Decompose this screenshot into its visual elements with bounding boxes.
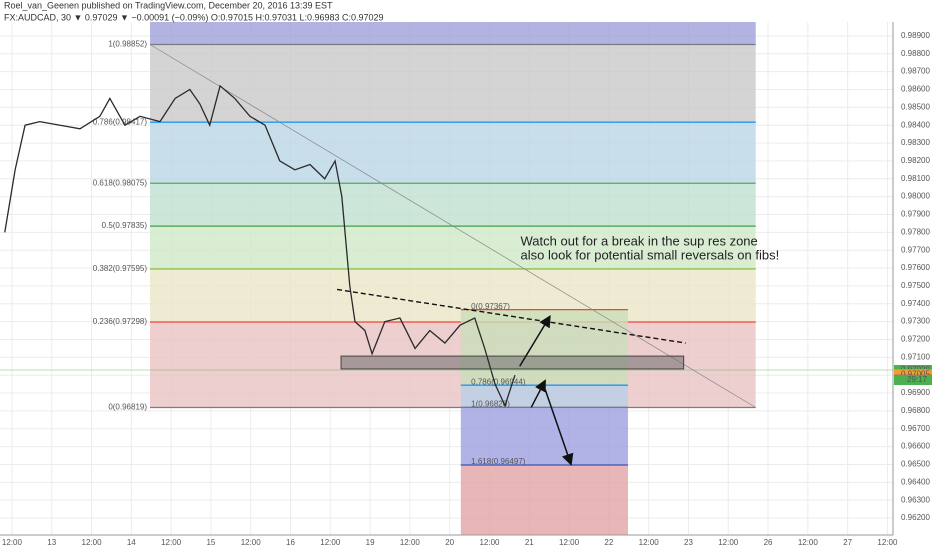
fib-label: 1(0.98852) (108, 40, 147, 49)
y-tick-label: 0.98000 (901, 192, 930, 201)
y-tick-label: 0.98300 (901, 138, 930, 147)
x-tick-label: 19 (366, 538, 375, 547)
fib-label: 0(0.97367) (471, 302, 510, 311)
x-tick-label: 12:00 (161, 538, 182, 547)
annotation: also look for potential small reversals … (521, 248, 780, 263)
fib-label: 0.618(0.98075) (93, 178, 148, 187)
y-tick-label: 0.97700 (901, 245, 930, 254)
y-tick-label: 0.96500 (901, 460, 930, 469)
x-tick-label: 23 (684, 538, 693, 547)
price-tag-label: 0.97005 (901, 369, 930, 378)
y-tick-label: 0.96700 (901, 424, 930, 433)
x-tick-label: 12:00 (241, 538, 262, 547)
y-tick-label: 0.97800 (901, 227, 930, 236)
x-tick-label: 13 (47, 538, 56, 547)
y-tick-label: 0.97400 (901, 299, 930, 308)
y-tick-label: 0.98600 (901, 85, 930, 94)
y-tick-label: 0.96300 (901, 495, 930, 504)
fib-label: 0.236(0.97298) (93, 317, 148, 326)
y-tick-label: 0.96200 (901, 513, 930, 522)
arrow (519, 314, 551, 367)
fib-label: 0.786(0.98417) (93, 117, 148, 126)
fib-label: 0.382(0.97595) (93, 264, 148, 273)
x-tick-label: 16 (286, 538, 295, 547)
fib-label: 1.618(0.96497) (471, 457, 526, 466)
x-tick-label: 12:00 (82, 538, 103, 547)
y-tick-label: 0.97300 (901, 317, 930, 326)
x-tick-label: 22 (604, 538, 613, 547)
arrow (544, 389, 574, 466)
fib-zone (460, 465, 628, 535)
fib-label: 0.5(0.97835) (102, 221, 148, 230)
sr-zone (340, 355, 685, 370)
x-tick-label: 15 (206, 538, 215, 547)
fib-label: 0.786(0.96944) (471, 377, 526, 386)
y-tick-label: 0.97600 (901, 263, 930, 272)
x-tick-label: 12:00 (718, 538, 739, 547)
timer-bg (894, 375, 932, 386)
y-tick-label: 0.98500 (901, 102, 930, 111)
fib-zone (150, 183, 756, 227)
x-tick-label: 12:00 (559, 538, 580, 547)
x-tick-label: 21 (525, 538, 534, 547)
y-tick-label: 0.96400 (901, 477, 930, 486)
annotation: Watch out for a break in the sup res zon… (521, 234, 758, 249)
symbol-line: FX:AUDCAD, 30 ▼ 0.97029 ▼ −0.00091 (−0.0… (4, 12, 384, 22)
x-tick-label: 12:00 (320, 538, 341, 547)
y-tick-label: 0.98700 (901, 67, 930, 76)
x-tick-label: 12:00 (400, 538, 421, 547)
y-tick-label: 0.96600 (901, 442, 930, 451)
fib-zone (150, 268, 756, 322)
fib-zone (150, 122, 756, 184)
fib-label: 1(0.96820) (471, 399, 510, 408)
x-tick-label: 14 (127, 538, 136, 547)
fib-zone (150, 22, 756, 45)
timer: 29:17 (907, 375, 928, 384)
y-tick-label: 0.97200 (901, 335, 930, 344)
header: Roel_van_Geenen published on TradingView… (4, 0, 333, 10)
y-tick-label: 0.98800 (901, 49, 930, 58)
fib-trend (149, 44, 756, 408)
x-tick-label: 12:00 (798, 538, 819, 547)
price-tag (894, 369, 932, 380)
fib-label: 0(0.96819) (108, 403, 147, 412)
x-tick-label: 12:00 (877, 538, 898, 547)
x-tick-label: 12:00 (2, 538, 23, 547)
price-line (4, 84, 516, 408)
y-tick-label: 0.98400 (901, 120, 930, 129)
arrow (530, 379, 546, 408)
trendline (336, 288, 686, 344)
x-tick-label: 20 (445, 538, 454, 547)
x-tick-label: 26 (764, 538, 773, 547)
y-tick-label: 0.97100 (901, 352, 930, 361)
fib-zone (150, 44, 756, 123)
y-tick-label: 0.98200 (901, 156, 930, 165)
y-tick-label: 0.97900 (901, 210, 930, 219)
fib-zone (460, 407, 628, 466)
y-tick-label: 0.98900 (901, 31, 930, 40)
y-tick-label: 0.97500 (901, 281, 930, 290)
y-tick-label: 0.98100 (901, 174, 930, 183)
y-tick-label: 0.96900 (901, 388, 930, 397)
x-tick-label: 27 (843, 538, 852, 547)
y-tick-label: 0.96800 (901, 406, 930, 415)
fib-zone (150, 226, 756, 269)
x-tick-label: 12:00 (639, 538, 660, 547)
x-tick-label: 12:00 (479, 538, 500, 547)
